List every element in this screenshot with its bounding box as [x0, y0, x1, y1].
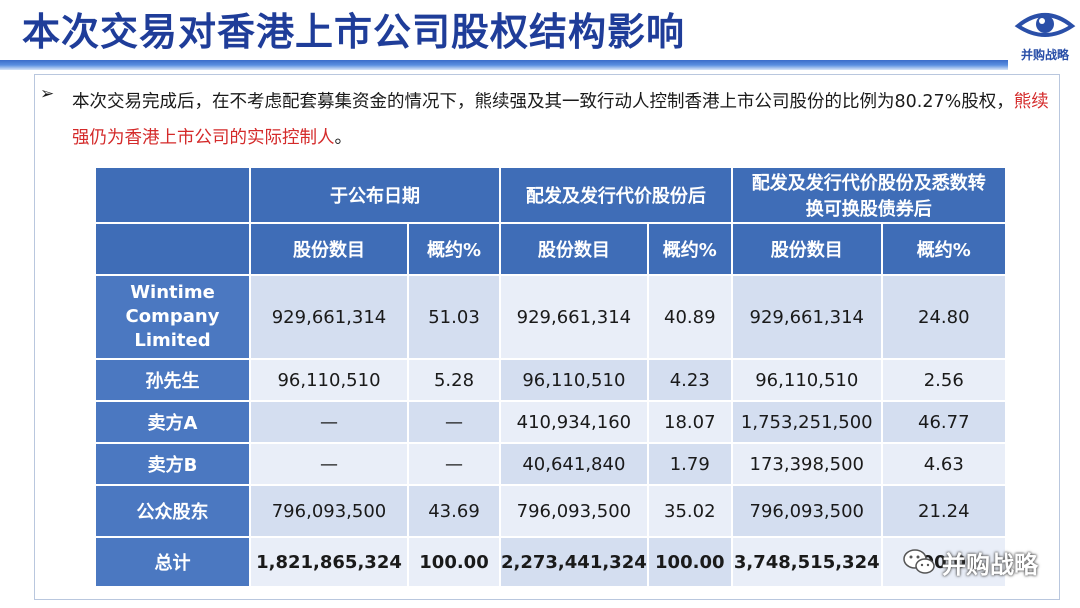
table-group-header-row: 于公布日期 配发及发行代价股份后 配发及发行代价股份及悉数转换可换股债券后 — [94, 166, 1007, 224]
wechat-icon — [903, 549, 935, 574]
table-cell: 46.77 — [880, 400, 1007, 444]
table-cell: — — [407, 400, 501, 444]
table-cell: 796,093,500 — [499, 484, 649, 538]
intro-text: 本次交易完成后，在不考虑配套募集资金的情况下，熊续强及其一致行动人控制香港上市公… — [72, 92, 1014, 112]
table-cell: — — [407, 442, 501, 486]
table-cell: 4.63 — [880, 442, 1007, 486]
group-header: 于公布日期 — [249, 166, 501, 224]
table-row: Wintime Company Limited 929,661,314 51.0… — [94, 274, 1007, 360]
table-total-row: 总计 1,821,865,324 100.00 2,273,441,324 10… — [94, 536, 1007, 588]
total-cell: 100.00 — [407, 536, 501, 588]
table-row: 卖方A — — 410,934,160 18.07 1,753,251,500 … — [94, 400, 1007, 444]
table-cell: 410,934,160 — [499, 400, 649, 444]
table-cell: 96,110,510 — [730, 358, 883, 402]
corner-cell — [94, 222, 251, 276]
table-cell: 51.03 — [407, 274, 501, 360]
table-cell: 4.23 — [646, 358, 733, 402]
row-header: 总计 — [94, 536, 251, 588]
total-cell: 1,821,865,324 — [249, 536, 409, 588]
row-header: 卖方A — [94, 400, 251, 444]
subheader-cell: 概约% — [646, 222, 733, 276]
logo: 并购战略 — [1012, 6, 1078, 66]
table-cell: 929,661,314 — [249, 274, 409, 360]
table-cell: 929,661,314 — [730, 274, 883, 360]
group-header: 配发及发行代价股份后 — [499, 166, 733, 224]
title-underline — [0, 60, 1008, 70]
table-row: 卖方B — — 40,641,840 1.79 173,398,500 4.63 — [94, 442, 1007, 486]
group-header: 配发及发行代价股份及悉数转换可换股债券后 — [730, 166, 1007, 224]
table-cell: 96,110,510 — [499, 358, 649, 402]
subheader-cell: 概约% — [880, 222, 1007, 276]
watermark-text: 并购战略 — [942, 550, 1038, 579]
table-subheader-row: 股份数目 概约% 股份数目 概约% 股份数目 概约% — [94, 222, 1007, 276]
table-cell: 21.24 — [880, 484, 1007, 538]
eye-icon — [1014, 13, 1076, 37]
total-cell: 2,273,441,324 — [499, 536, 649, 588]
subheader-cell: 股份数目 — [730, 222, 883, 276]
table-cell: — — [249, 400, 409, 444]
table-cell: 2.56 — [880, 358, 1007, 402]
total-cell: 100.00 — [880, 536, 1007, 588]
row-header: 卖方B — [94, 442, 251, 486]
table-row: 孙先生 96,110,510 5.28 96,110,510 4.23 96,1… — [94, 358, 1007, 402]
table-cell: 96,110,510 — [249, 358, 409, 402]
table-cell: 40,641,840 — [499, 442, 649, 486]
table-cell: 1.79 — [646, 442, 733, 486]
row-header: 孙先生 — [94, 358, 251, 402]
page-title: 本次交易对香港上市公司股权结构影响 — [22, 10, 686, 54]
intro-paragraph: 本次交易完成后，在不考虑配套募集资金的情况下，熊续强及其一致行动人控制香港上市公… — [72, 84, 1052, 156]
table-cell: 796,093,500 — [730, 484, 883, 538]
intro-end: 。 — [334, 128, 353, 148]
table-cell: 18.07 — [646, 400, 733, 444]
corner-cell — [94, 166, 251, 224]
table-cell: 1,753,251,500 — [730, 400, 883, 444]
table-cell: — — [249, 442, 409, 486]
subheader-cell: 股份数目 — [499, 222, 649, 276]
table-cell: 24.80 — [880, 274, 1007, 360]
subheader-cell: 概约% — [407, 222, 501, 276]
table-cell: 35.02 — [646, 484, 733, 538]
row-header: 公众股东 — [94, 484, 251, 538]
shareholding-table: 于公布日期 配发及发行代价股份后 配发及发行代价股份及悉数转换可换股债券后 股份… — [94, 166, 1007, 588]
table-cell: 173,398,500 — [730, 442, 883, 486]
watermark: 并购战略 — [902, 542, 1038, 582]
table-cell: 40.89 — [646, 274, 733, 360]
table-row: 公众股东 796,093,500 43.69 796,093,500 35.02… — [94, 484, 1007, 538]
subheader-cell: 股份数目 — [249, 222, 409, 276]
total-cell: 100.00 — [646, 536, 733, 588]
table-cell: 5.28 — [407, 358, 501, 402]
total-cell: 3,748,515,324 — [730, 536, 883, 588]
intro-highlight: 熊续强仍为香港上市公司的实际控制人 — [72, 92, 1049, 148]
row-header: Wintime Company Limited — [94, 274, 251, 360]
table-cell: 43.69 — [407, 484, 501, 538]
table-cell: 796,093,500 — [249, 484, 409, 538]
bullet-marker: ➢ — [40, 84, 55, 104]
logo-text: 并购战略 — [1020, 48, 1069, 62]
table-cell: 929,661,314 — [499, 274, 649, 360]
